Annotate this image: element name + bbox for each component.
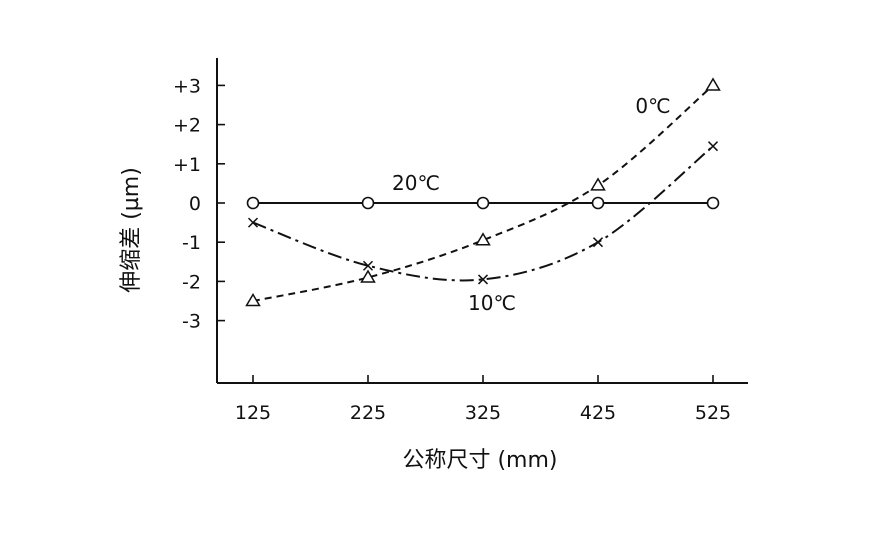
x-tick-label: 525 xyxy=(695,402,731,424)
series-label-10c: 10℃ xyxy=(468,291,516,315)
data-point-cross xyxy=(249,218,258,227)
data-point-cross xyxy=(709,142,718,151)
y-axis-title: 伸缩差 (µm) xyxy=(119,167,144,293)
data-point-triangle xyxy=(707,79,720,90)
x-axis-title: 公称尺寸 (mm) xyxy=(402,448,557,473)
y-tick-label: -2 xyxy=(182,271,201,293)
data-point-cross xyxy=(594,238,603,247)
y-tick-label: -1 xyxy=(182,232,201,254)
data-point-circle xyxy=(478,198,489,209)
series-label-20c: 20℃ xyxy=(392,171,440,195)
data-point-circle xyxy=(363,198,374,209)
series-label-0c: 0℃ xyxy=(635,94,670,118)
y-tick-label: +3 xyxy=(173,75,201,97)
x-tick-label: 125 xyxy=(235,402,271,424)
x-tick-label: 225 xyxy=(350,402,386,424)
x-tick-label: 325 xyxy=(465,402,501,424)
y-tick-label: -3 xyxy=(182,311,201,333)
y-tick-label: 0 xyxy=(189,193,201,215)
tick-labels: +3 +2 +1 0 -1 -2 -3 125 225 325 425 525 xyxy=(173,75,731,424)
data-point-circle xyxy=(593,198,604,209)
data-point-triangle xyxy=(592,179,605,190)
y-tick-label: +1 xyxy=(173,154,201,176)
series-line-2 xyxy=(253,146,713,280)
data-point-circle xyxy=(248,198,259,209)
data-point-circle xyxy=(708,198,719,209)
y-tick-label: +2 xyxy=(173,115,201,137)
x-tick-label: 425 xyxy=(580,402,616,424)
